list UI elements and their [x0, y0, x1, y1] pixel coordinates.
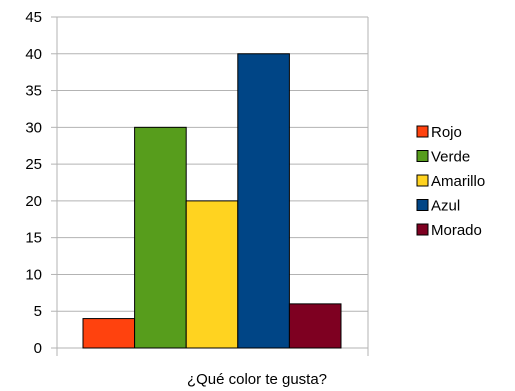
legend: Rojo Verde Amarillo Azul Morado	[416, 124, 485, 239]
y-tick-label: 30	[25, 119, 42, 136]
bar-azul	[237, 53, 290, 349]
legend-label-amarillo: Amarillo	[431, 173, 485, 190]
x-axis-label: ¿Qué color te gusta?	[187, 371, 327, 388]
legend-label-morado: Morado	[431, 222, 482, 239]
y-tick-label: 40	[25, 46, 42, 63]
legend-label-verde: Verde	[431, 149, 470, 166]
y-tick-label: 35	[25, 83, 42, 100]
y-tick-label: 10	[25, 266, 42, 283]
axes	[51, 16, 369, 356]
y-tick-labels: 0 5 10 15 20 25 30 35 40 45	[25, 9, 42, 357]
bars	[82, 53, 342, 349]
bar-amarillo	[185, 200, 239, 349]
legend-swatch-morado	[416, 223, 429, 236]
bar-verde	[134, 126, 187, 349]
y-tick-label: 0	[34, 340, 42, 357]
legend-label-rojo: Rojo	[431, 124, 462, 141]
legend-label-azul: Azul	[431, 198, 460, 215]
legend-swatch-amarillo	[416, 174, 429, 187]
y-tick-label: 5	[34, 303, 42, 320]
legend-swatch-rojo	[416, 125, 429, 138]
bar-morado	[288, 303, 342, 349]
y-tick-label: 45	[25, 9, 42, 26]
legend-swatch-verde	[416, 150, 429, 162]
bar-rojo	[82, 318, 136, 349]
legend-swatch-azul	[416, 199, 429, 211]
y-tick-label: 25	[25, 156, 42, 173]
y-tick-label: 15	[25, 230, 42, 247]
y-tick-label: 20	[25, 193, 42, 210]
